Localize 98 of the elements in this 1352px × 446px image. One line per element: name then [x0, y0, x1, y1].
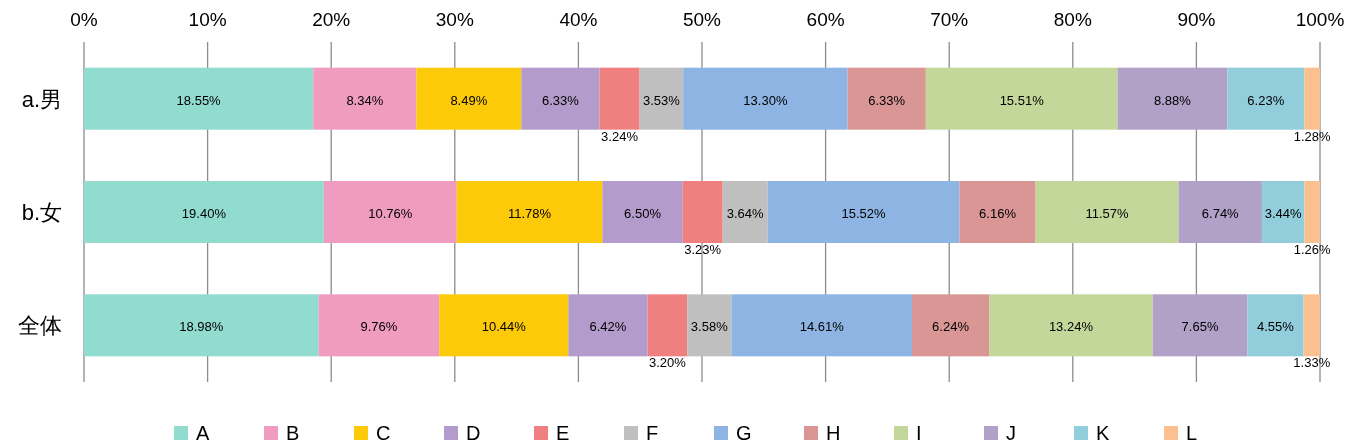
data-label: 7.65% [1181, 319, 1219, 335]
bar [323, 181, 457, 243]
bar [1304, 181, 1320, 243]
legend-label: G [736, 422, 752, 444]
bar [647, 294, 688, 357]
data-label: 14.61% [799, 319, 845, 335]
x-tick-label: 0% [70, 9, 98, 30]
legend-label: H [826, 422, 841, 444]
bar [959, 181, 1036, 243]
bar [521, 67, 600, 130]
data-label: 1.28% [1293, 128, 1332, 144]
data-label: 6.23% [1247, 92, 1285, 108]
bar [1178, 181, 1262, 243]
legend-label: F [646, 422, 659, 444]
bar [847, 67, 926, 130]
data-label: 6.24% [932, 319, 970, 335]
data-label: 1.26% [1293, 242, 1332, 257]
legend-label: J [1006, 422, 1016, 444]
data-label: 6.50% [624, 206, 662, 221]
data-label: 11.57% [1085, 206, 1130, 221]
data-label: 8.88% [1153, 92, 1192, 108]
bar [639, 67, 684, 130]
data-label: 13.30% [743, 92, 788, 108]
bar [912, 294, 990, 357]
x-tick-label: 60% [806, 9, 845, 30]
bar [1227, 67, 1305, 130]
bar [1152, 294, 1248, 357]
bar [456, 181, 603, 243]
data-label: 3.58% [690, 319, 729, 335]
data-label: 15.51% [999, 92, 1045, 108]
x-tick-label: 70% [930, 9, 969, 30]
data-label: 18.55% [176, 92, 222, 108]
legend-label: K [1096, 422, 1110, 444]
bar [84, 294, 319, 357]
data-label: 10.44% [481, 319, 527, 335]
bar [318, 294, 440, 357]
x-tick-label: 80% [1053, 9, 1092, 30]
data-label: 6.33% [868, 92, 906, 108]
y-tick-label: 全体 [18, 313, 62, 339]
data-label: 13.24% [1048, 319, 1094, 335]
legend-label: I [916, 422, 922, 444]
data-label: 19.40% [181, 206, 227, 221]
data-label: 6.16% [979, 206, 1017, 221]
data-label: 15.52% [841, 206, 887, 221]
bar [1261, 181, 1305, 243]
bar [925, 67, 1118, 130]
data-label: 8.49% [450, 92, 488, 108]
legend-label: B [286, 422, 300, 444]
data-label: 4.55% [1257, 319, 1295, 335]
x-tick-label: 20% [312, 9, 351, 30]
data-label: 1.33% [1293, 355, 1331, 371]
x-tick-label: 50% [682, 9, 722, 30]
data-label: 6.33% [541, 92, 580, 108]
data-label: 6.42% [589, 319, 627, 335]
bar [84, 67, 314, 130]
y-tick-label: b.女 [21, 200, 62, 225]
bar [416, 67, 522, 130]
bar [683, 67, 848, 130]
legend-label: D [466, 422, 481, 444]
bar [602, 181, 683, 243]
bar [1035, 181, 1179, 243]
x-tick-label: 40% [559, 9, 598, 30]
legend-label: C [376, 422, 391, 444]
data-label: 3.23% [684, 242, 722, 257]
legend-label: L [1186, 422, 1198, 444]
data-label: 3.64% [726, 206, 764, 221]
bar [1304, 67, 1321, 130]
data-label: 3.53% [642, 92, 681, 108]
bar [568, 294, 648, 357]
legend-label: A [196, 422, 210, 444]
bar [439, 294, 569, 357]
data-label: 18.98% [179, 319, 224, 335]
bar [1303, 294, 1320, 357]
bar [1117, 67, 1228, 130]
data-label: 11.78% [508, 206, 552, 221]
x-tick-label: 90% [1177, 9, 1216, 30]
bar [767, 181, 960, 243]
data-label: 9.76% [360, 319, 398, 335]
x-tick-label: 100% [1295, 9, 1345, 30]
data-label: 10.76% [368, 206, 413, 221]
bar [313, 67, 417, 130]
bar [687, 294, 732, 357]
data-label: 3.44% [1264, 206, 1303, 221]
x-tick-label: 30% [435, 9, 474, 30]
x-tick-label: 10% [188, 9, 227, 30]
bar [682, 181, 723, 243]
bar [731, 294, 912, 357]
data-label: 3.20% [648, 355, 687, 371]
bar [84, 181, 324, 243]
bar [599, 67, 640, 130]
data-label: 6.74% [1201, 206, 1240, 221]
bar [722, 181, 768, 243]
legend-label: E [556, 422, 570, 444]
data-label: 3.24% [601, 128, 639, 144]
y-tick-label: a.男 [21, 86, 62, 112]
data-label: 8.34% [346, 92, 384, 108]
bar [1247, 294, 1304, 357]
bar [989, 294, 1153, 357]
